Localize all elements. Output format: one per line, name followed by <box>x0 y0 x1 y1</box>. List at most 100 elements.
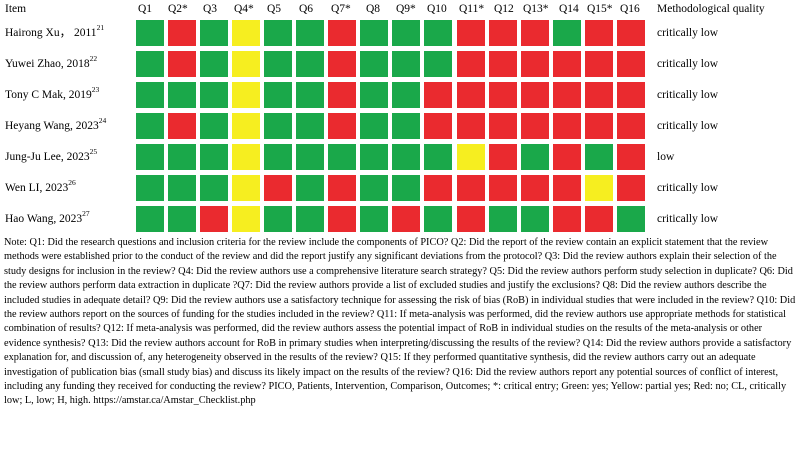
rating-cell-q6-yes <box>296 175 324 201</box>
study-label: Tony C Mak, 201923 <box>5 85 100 102</box>
quality-header: Methodological quality <box>657 3 765 15</box>
study-reference: 26 <box>68 178 76 188</box>
rating-cell-q4-partial <box>232 20 260 46</box>
rating-cell-q9-yes <box>392 82 420 108</box>
rating-cell-q4-partial <box>232 51 260 77</box>
rating-cell-q6-yes <box>296 206 324 232</box>
rating-cell-q13-no <box>521 51 549 77</box>
rating-cell-q9-yes <box>392 144 420 170</box>
rating-cell-q10-no <box>424 175 452 201</box>
rating-cell-q11-no <box>457 206 485 232</box>
question-header-q15: Q15* <box>587 3 613 15</box>
rating-cell-q6-yes <box>296 113 324 139</box>
study-label: Jung-Ju Lee, 202325 <box>5 147 98 164</box>
question-header-q5: Q5 <box>267 3 282 15</box>
study-label: Hairong Xu， 201121 <box>5 23 105 40</box>
rating-cell-q3-yes <box>200 20 228 46</box>
methodological-quality: critically low <box>657 182 718 194</box>
question-header-q4: Q4* <box>234 3 254 15</box>
study-name: Hairong Xu， 2011 <box>5 27 97 39</box>
study-reference: 23 <box>91 85 100 95</box>
rating-cell-q16-no <box>617 51 645 77</box>
rating-cell-q9-yes <box>392 113 420 139</box>
rating-cell-q14-yes <box>553 20 581 46</box>
rating-cell-q7-yes <box>328 144 356 170</box>
rating-cell-q9-no <box>392 206 420 232</box>
rating-cell-q14-no <box>553 113 581 139</box>
rating-cell-q8-yes <box>360 20 388 46</box>
question-header-q7: Q7* <box>331 3 351 15</box>
question-header-q2: Q2* <box>168 3 188 15</box>
rating-cell-q4-partial <box>232 144 260 170</box>
rating-cell-q2-no <box>168 113 196 139</box>
amstar-rating-table: Item Q1 Q2* Q3 Q4* Q5 Q6 Q7* Q8 Q9* Q10 Q11* Q12 Q13… <box>5 3 765 232</box>
rating-cell-q13-no <box>521 113 549 139</box>
rating-cell-q10-yes <box>424 20 452 46</box>
rating-cell-q16-no <box>617 144 645 170</box>
question-header-q6: Q6 <box>299 3 314 15</box>
rating-cell-q9-yes <box>392 51 420 77</box>
rating-cell-q1-yes <box>136 20 164 46</box>
rating-cell-q1-yes <box>136 51 164 77</box>
rating-cell-q12-yes <box>489 206 517 232</box>
rating-cell-q13-no <box>521 175 549 201</box>
rating-cell-q8-yes <box>360 175 388 201</box>
rating-cell-q1-yes <box>136 206 164 232</box>
rating-cell-q7-no <box>328 206 356 232</box>
question-header-q9: Q9* <box>396 3 416 15</box>
question-header-q11: Q11* <box>459 3 485 15</box>
rating-cell-q15-no <box>585 206 613 232</box>
rating-cell-q7-no <box>328 82 356 108</box>
rating-cell-q8-yes <box>360 82 388 108</box>
study-label: Heyang Wang, 202324 <box>5 117 106 133</box>
study-label: Wen LI, 202326 <box>5 178 76 195</box>
question-header-q14: Q14 <box>559 3 579 15</box>
rating-cell-q3-yes <box>200 144 228 170</box>
study-name: Yuwei Zhao, 2018 <box>5 58 90 70</box>
rating-cell-q6-yes <box>296 51 324 77</box>
rating-cell-q8-yes <box>360 144 388 170</box>
rating-cell-q7-no <box>328 113 356 139</box>
study-reference: 21 <box>96 23 105 33</box>
rating-cell-q11-no <box>457 20 485 46</box>
rating-cell-q11-no <box>457 82 485 108</box>
question-header-q16: Q16 <box>620 3 640 15</box>
rating-cell-q13-no <box>521 82 549 108</box>
study-reference: 27 <box>82 209 90 219</box>
question-header-q10: Q10 <box>427 3 447 15</box>
rating-cell-q5-yes <box>264 51 292 77</box>
rating-cell-q5-yes <box>264 144 292 170</box>
rating-cell-q10-no <box>424 113 452 139</box>
question-header-q13: Q13* <box>523 3 549 15</box>
rating-cell-q15-partial <box>585 175 613 201</box>
rating-cell-q1-yes <box>136 113 164 139</box>
rating-cell-q11-partial <box>457 144 485 170</box>
study-reference: 25 <box>89 147 98 157</box>
item-header: Item <box>5 3 27 15</box>
rating-cell-q1-yes <box>136 144 164 170</box>
rating-cell-q12-no <box>489 144 517 170</box>
note-text: Note: Q1: Did the research questions and… <box>4 237 796 407</box>
rating-cell-q5-yes <box>264 82 292 108</box>
rating-cell-q16-no <box>617 82 645 108</box>
rating-cell-q14-no <box>553 206 581 232</box>
rating-cell-q4-partial <box>232 82 260 108</box>
rating-cell-q11-no <box>457 113 485 139</box>
rating-cell-q5-yes <box>264 206 292 232</box>
rating-cell-q5-yes <box>264 20 292 46</box>
rating-cell-q7-no <box>328 51 356 77</box>
rating-cell-q12-no <box>489 113 517 139</box>
rating-cell-q14-no <box>553 51 581 77</box>
rating-cell-q8-yes <box>360 113 388 139</box>
rating-cell-q2-yes <box>168 175 196 201</box>
rating-cell-q13-yes <box>521 144 549 170</box>
rating-cell-q16-no <box>617 175 645 201</box>
rating-cell-q10-no <box>424 82 452 108</box>
question-header-q3: Q3 <box>203 3 218 15</box>
rating-cell-q16-no <box>617 113 645 139</box>
rating-cell-q3-yes <box>200 51 228 77</box>
methodological-quality: critically low <box>657 89 718 101</box>
rating-cell-q12-no <box>489 82 517 108</box>
rating-cell-q15-no <box>585 20 613 46</box>
rating-cell-q1-yes <box>136 82 164 108</box>
